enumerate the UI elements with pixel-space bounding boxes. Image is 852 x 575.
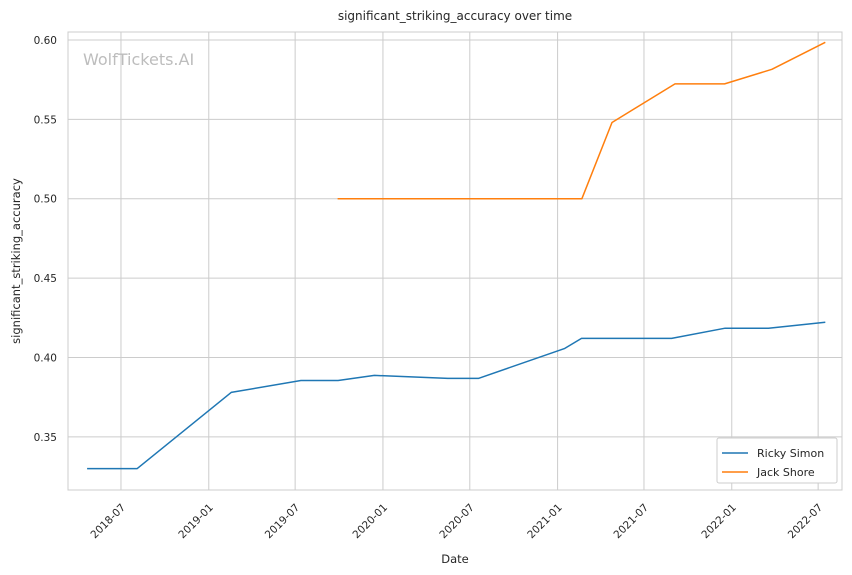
x-tick-label: 2022-01 [699,502,739,542]
x-tick-label: 2021-07 [612,502,652,542]
chart-title: significant_striking_accuracy over time [338,9,572,23]
data-point [300,380,302,382]
series-line-jack-shore [337,41,826,200]
data-point [824,42,826,44]
x-tick-label: 2019-07 [263,502,303,542]
y-tick-label: 0.35 [34,432,57,444]
data-point [671,338,673,340]
data-point [611,122,613,124]
data-point [724,327,726,329]
x-axis-label: Date [441,552,469,566]
data-point [771,69,773,71]
data-point [824,321,826,323]
y-tick-label: 0.40 [34,352,57,364]
y-tick-label: 0.60 [34,35,57,47]
y-tick-label: 0.55 [34,114,57,126]
y-tick-labels: 0.35 0.40 0.45 0.50 0.55 0.60 [34,35,57,444]
data-point [447,378,449,380]
x-tick-label: 2022-07 [786,502,826,542]
x-tick-label: 2019-01 [176,502,216,542]
data-point [564,348,566,350]
grid [68,32,842,490]
data-point [581,338,583,340]
y-tick-label: 0.50 [34,194,57,206]
x-tick-labels: 2018-07 2019-01 2019-07 2020-01 2020-07 2021-… [89,502,826,542]
data-point [230,392,232,394]
x-tick-label: 2020-07 [437,502,477,542]
data-point [86,468,88,470]
x-tick-label: 2018-07 [89,502,129,542]
series-line-ricky-simon [87,321,826,470]
series-layer [86,41,826,470]
x-tick-label: 2021-01 [525,502,565,542]
data-point [478,378,480,380]
data-point [337,380,339,382]
x-tick-label: 2020-01 [351,502,391,542]
y-axis-label: significant_striking_accuracy [9,178,23,344]
data-point [136,468,138,470]
data-point [674,83,676,85]
data-point [768,327,770,329]
legend: Ricky Simon Jack Shore [716,437,838,484]
watermark: WolfTickets.AI [83,50,194,69]
y-tick-label: 0.45 [34,273,57,285]
legend-label-jack-shore: Jack Shore [756,466,815,479]
data-point [724,83,726,85]
data-point [337,198,339,200]
data-point [581,198,583,200]
legend-label-ricky-simon: Ricky Simon [757,447,824,460]
plot-frame [67,31,843,491]
data-point [374,375,376,377]
